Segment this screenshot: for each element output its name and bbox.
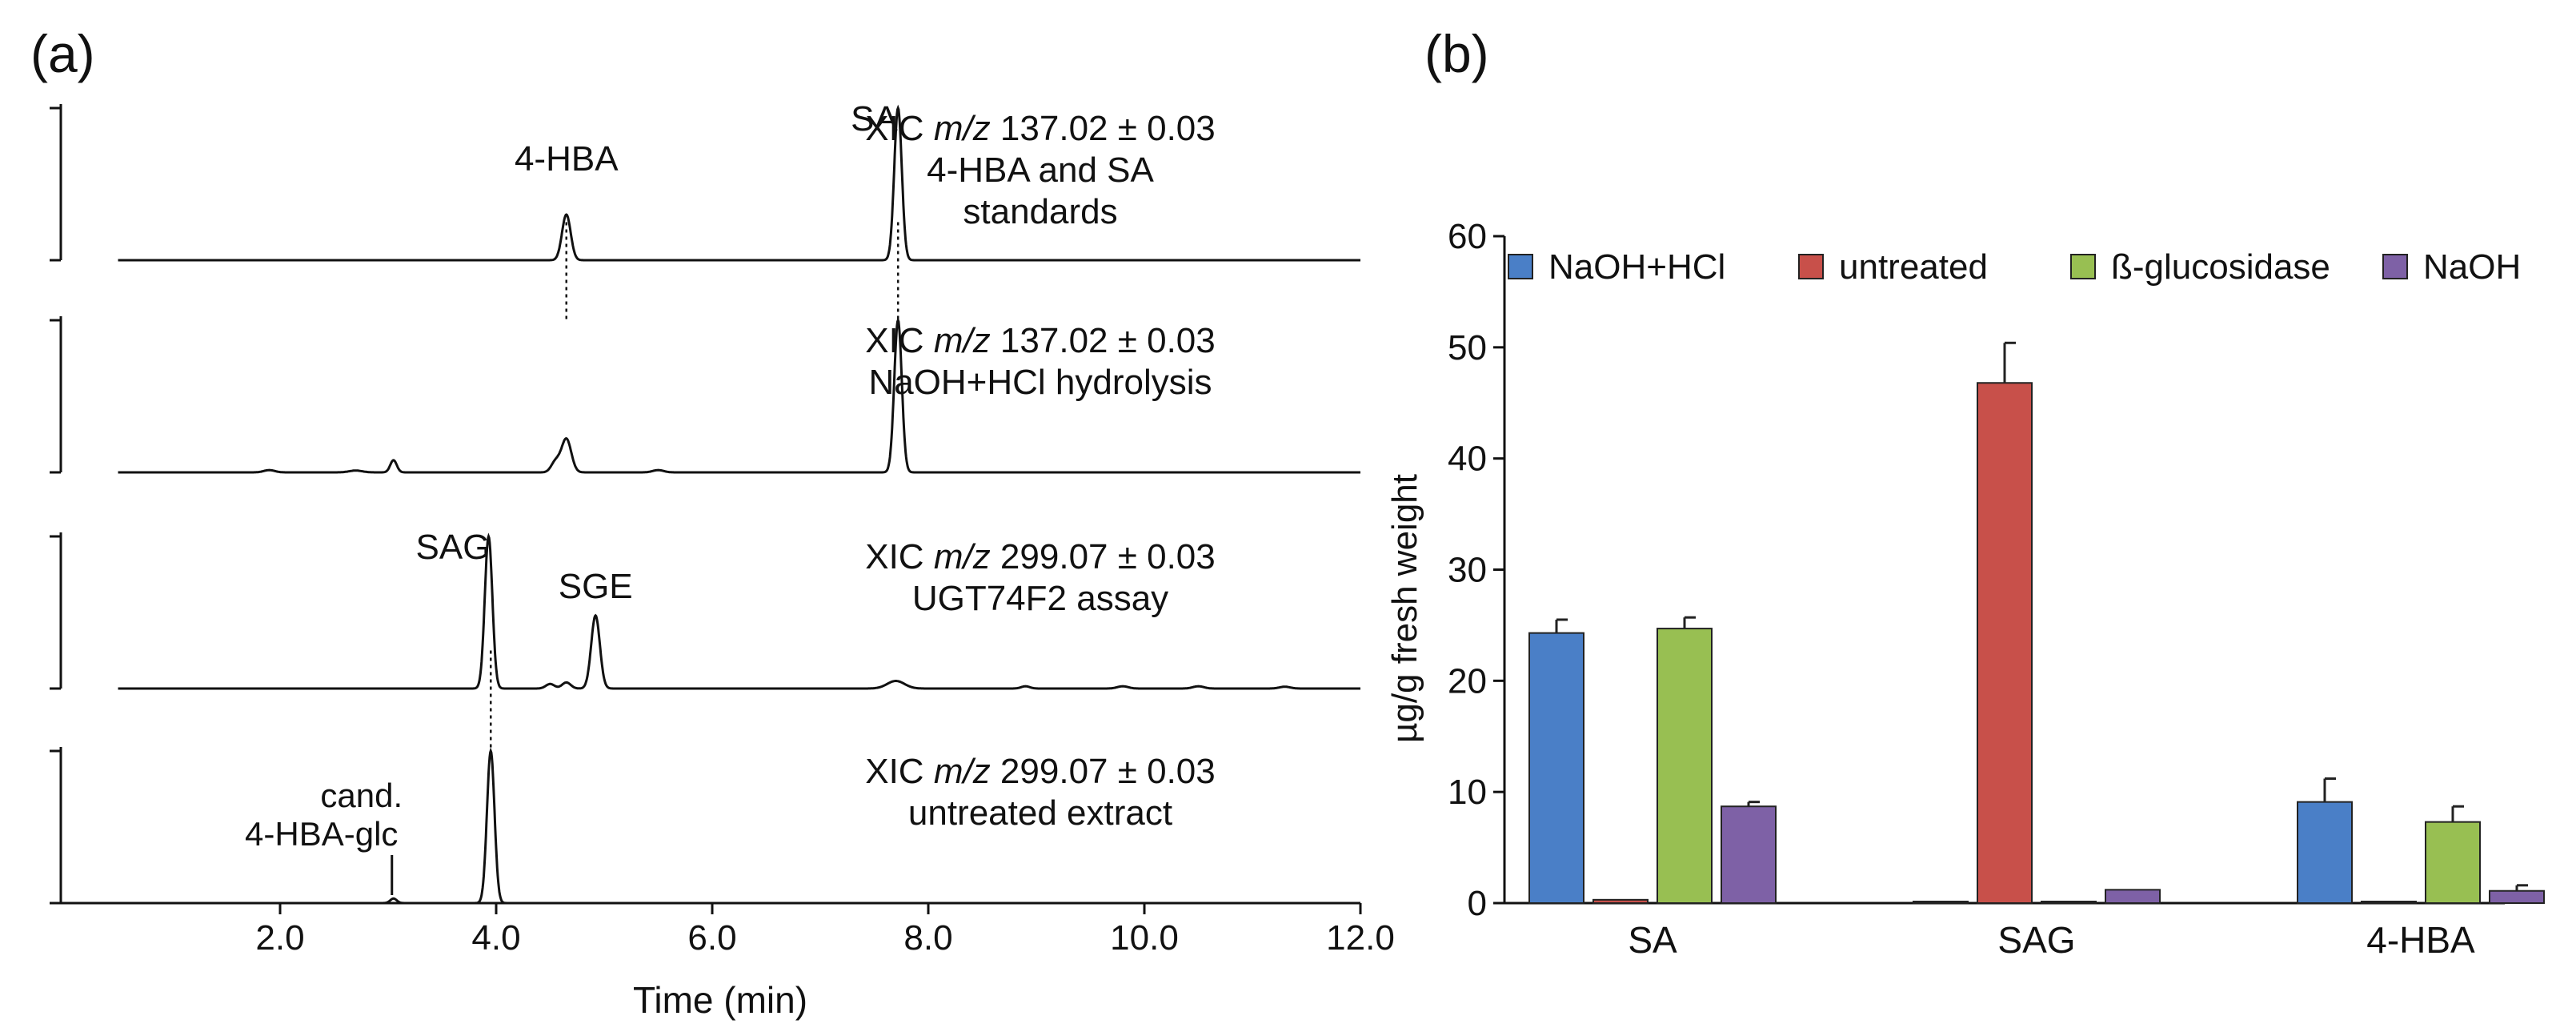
x-tick-label: 2.0 <box>255 918 304 958</box>
trace-description: untreated extract <box>908 793 1172 833</box>
panel-a-chromatograms: (a) XIC m/z 137.02 ± 0.034-HBA and SAsta… <box>30 24 1395 1021</box>
legend-label: untreated <box>1839 247 1988 287</box>
bar-naoh-sa <box>1721 805 1777 905</box>
legend-swatch <box>1798 254 1824 279</box>
bar-untreated-sa <box>1592 898 1649 904</box>
chromatogram-line <box>118 532 1360 690</box>
mz-value: 137.02 ± 0.03 <box>991 109 1216 148</box>
peak-label: SAG <box>416 528 491 567</box>
category-label: 4-HBA <box>2366 919 2475 961</box>
y-tick-label: 0 <box>1468 884 1487 923</box>
mz-symbol: m/z <box>934 321 991 360</box>
y-tick-label: 50 <box>1448 328 1487 367</box>
xic-prefix: XIC <box>865 752 934 791</box>
mz-symbol: m/z <box>934 537 991 576</box>
mz-value: 299.07 ± 0.03 <box>991 752 1216 791</box>
legend: NaOH+HCl untreated ß-glucosidase NaOH <box>1508 247 2521 287</box>
xic-prefix: XIC <box>865 109 934 148</box>
y-axis-label: µg/g fresh weight <box>1385 474 1424 743</box>
panel-b-bar-chart: (b) µg/g fresh weight 0 10 20 30 40 50 60 SA SAG… <box>1385 24 2545 961</box>
bar--glucosidase-sa <box>1657 628 1713 904</box>
retention-time-guides <box>490 222 899 751</box>
xic-label: XIC m/z 137.02 ± 0.03 <box>865 109 1216 148</box>
bar--glucosidase-sag <box>2041 901 2097 904</box>
trace-description: UGT74F2 assay <box>912 579 1168 618</box>
bar-series <box>1528 341 2545 905</box>
candidate-label: cand. <box>320 777 403 814</box>
bar-naoh-sag <box>2105 889 2161 904</box>
legend-swatch <box>1508 254 1533 279</box>
x-tick-label: 4.0 <box>471 918 520 958</box>
candidate-label: 4-HBA-glc <box>245 815 398 853</box>
legend-swatch <box>2070 254 2096 279</box>
time-axis: 2.0 4.0 6.0 8.0 10.0 12.0 <box>61 901 1395 958</box>
x-tick-label: 10.0 <box>1110 918 1179 958</box>
trace-description: 4-HBA and SA <box>927 151 1154 190</box>
panel-a-label: (a) <box>30 24 95 83</box>
mz-symbol: m/z <box>934 109 991 148</box>
peak-label: SA <box>851 99 898 139</box>
time-axis-label: Time (min) <box>633 979 807 1021</box>
trace-description: standards <box>963 192 1117 231</box>
bar-untreated-sag <box>1977 382 2033 904</box>
legend-label: NaOH <box>2423 247 2521 287</box>
y-tick-label: 20 <box>1448 661 1487 701</box>
panel-b-label: (b) <box>1424 24 1489 83</box>
bar--glucosidase-4-hba <box>2425 821 2481 904</box>
peak-label: 4-HBA <box>515 139 619 179</box>
y-tick-label: 40 <box>1448 440 1487 479</box>
trace-description: NaOH+HCl hydrolysis <box>868 363 1212 402</box>
y-tick-label: 60 <box>1448 217 1487 256</box>
category-label: SAG <box>1997 919 2075 961</box>
bar-naoh-hcl-sa <box>1528 632 1584 904</box>
xic-label: XIC m/z 299.07 ± 0.03 <box>865 537 1216 576</box>
chromatogram-traces: XIC m/z 137.02 ± 0.034-HBA and SAstandar… <box>50 99 1360 905</box>
mz-value: 299.07 ± 0.03 <box>991 537 1216 576</box>
y-tick-label: 30 <box>1448 551 1487 590</box>
mz-symbol: m/z <box>934 752 991 791</box>
chromatogram-line <box>118 104 1360 262</box>
bar-untreated-4-hba <box>2361 901 2417 904</box>
xic-prefix: XIC <box>865 537 934 576</box>
y-tick-label: 10 <box>1448 773 1487 812</box>
xic-label: XIC m/z 137.02 ± 0.03 <box>865 321 1216 360</box>
mz-value: 137.02 ± 0.03 <box>991 321 1216 360</box>
bar-naoh-4-hba <box>2489 889 2545 905</box>
category-label: SA <box>1628 919 1677 961</box>
bar-naoh-hcl-4-hba <box>2297 801 2353 905</box>
x-tick-label: 12.0 <box>1326 918 1395 958</box>
legend-swatch <box>2382 254 2408 279</box>
legend-label: ß-glucosidase <box>2111 247 2330 287</box>
bar-naoh-hcl-sag <box>1913 901 1969 904</box>
trace-1: XIC m/z 137.02 ± 0.034-HBA and SAstandar… <box>50 99 1360 262</box>
xic-prefix: XIC <box>865 321 934 360</box>
xic-label: XIC m/z 299.07 ± 0.03 <box>865 752 1216 791</box>
legend-label: NaOH+HCl <box>1548 247 1725 287</box>
chromatogram-line <box>118 316 1360 474</box>
x-tick-label: 8.0 <box>903 918 952 958</box>
x-tick-label: 6.0 <box>687 918 736 958</box>
peak-label: SGE <box>559 567 633 606</box>
